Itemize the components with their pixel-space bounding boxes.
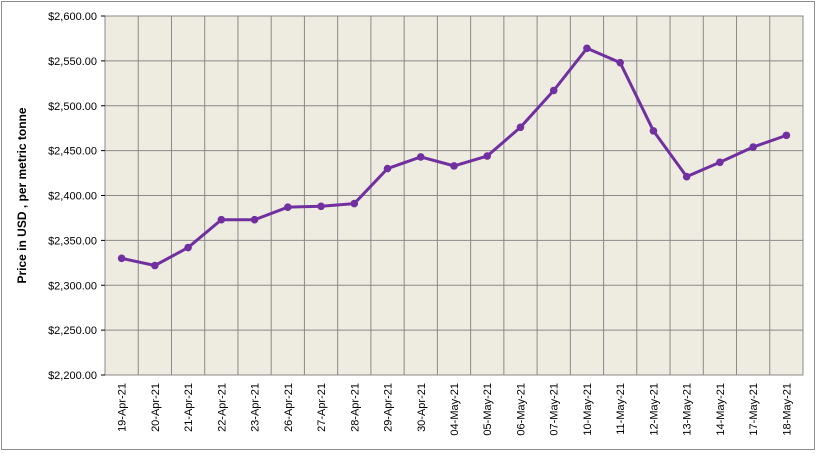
x-tick-label: 27-Apr-21 — [316, 383, 328, 432]
x-tick-label: 28-Apr-21 — [349, 383, 361, 432]
y-tick-label: $2,350.00 — [48, 235, 97, 247]
data-point — [117, 254, 126, 263]
data-point — [483, 152, 492, 160]
x-tick-label: 04-May-21 — [449, 383, 461, 436]
x-tick-label: 21-Apr-21 — [183, 383, 195, 432]
data-point — [383, 164, 392, 173]
data-point — [284, 203, 292, 211]
x-tick-label: 20-Apr-21 — [150, 383, 162, 432]
data-point — [583, 44, 591, 53]
x-axis-ticks: 19-Apr-21 20-Apr-21 21-Apr-21 22-Apr-21 23-A… — [117, 383, 794, 436]
gridlines — [104, 15, 804, 376]
x-tick-label: 11-May-21 — [615, 383, 627, 435]
x-tick-label: 12-May-21 — [648, 383, 660, 436]
x-tick-label: 13-May-21 — [682, 383, 694, 436]
x-tick-label: 18-May-21 — [781, 383, 793, 436]
y-tick-label: $2,300.00 — [48, 280, 97, 292]
data-point — [151, 261, 159, 270]
x-tick-label: 14-May-21 — [715, 383, 727, 436]
data-point — [184, 243, 192, 252]
x-tick-label: 19-Apr-21 — [117, 383, 129, 432]
data-point — [217, 215, 226, 224]
y-tick-label: $2,200.00 — [48, 370, 97, 382]
series-points — [117, 44, 791, 270]
y-axis-ticks: $2,200.00 $2,250.00 $2,300.00 $2,350.00 $2,4… — [48, 11, 105, 382]
data-point — [350, 199, 359, 208]
x-tick-label: 06-May-21 — [515, 383, 527, 436]
x-tick-label: 17-May-21 — [748, 383, 760, 436]
y-tick-label: $2,400.00 — [48, 191, 97, 203]
data-point — [749, 143, 757, 151]
data-point — [416, 153, 425, 161]
y-axis-label: Price in USD , per metric tonne — [15, 107, 29, 283]
y-tick-label: $2,600.00 — [48, 11, 97, 23]
data-point — [516, 123, 525, 132]
data-point — [682, 172, 691, 181]
data-point — [250, 215, 259, 224]
x-tick-label: 30-Apr-21 — [416, 383, 428, 432]
y-tick-label: $2,550.00 — [48, 56, 97, 68]
data-point — [616, 58, 624, 67]
x-tick-label: 05-May-21 — [482, 383, 494, 436]
data-point — [716, 158, 724, 167]
data-point — [649, 127, 658, 135]
data-point — [549, 86, 558, 95]
x-tick-label: 07-May-21 — [549, 383, 561, 436]
x-tick-label: 22-Apr-21 — [216, 383, 228, 432]
data-point — [782, 131, 791, 140]
x-tick-label: 29-Apr-21 — [383, 383, 395, 432]
data-point — [317, 202, 325, 211]
y-tick-label: $2,500.00 — [48, 101, 97, 113]
y-tick-label: $2,250.00 — [48, 325, 97, 337]
x-tick-label: 10-May-21 — [582, 383, 594, 436]
y-tick-label: $2,450.00 — [48, 146, 97, 158]
x-tick-label: 23-Apr-21 — [250, 383, 262, 432]
x-tick-label: 26-Apr-21 — [283, 383, 295, 432]
data-point — [450, 162, 458, 170]
